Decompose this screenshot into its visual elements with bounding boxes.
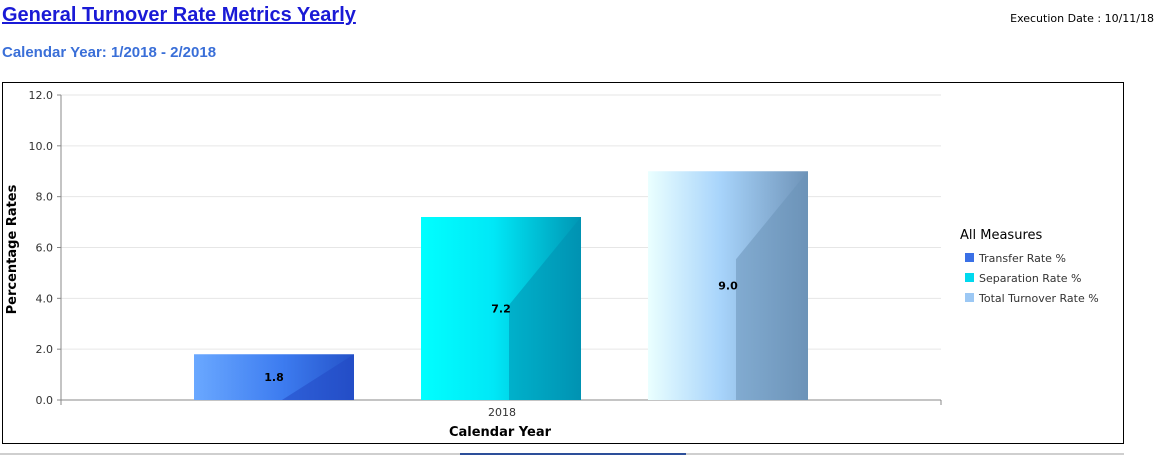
legend-item-label[interactable]: Separation Rate % <box>979 272 1081 285</box>
y-axis-title: Percentage Rates <box>5 184 20 314</box>
y-tick-label: 10.0 <box>29 140 54 153</box>
y-tick-label: 2.0 <box>36 343 54 356</box>
bottom-scroll-indicator[interactable] <box>460 453 686 455</box>
legend-item-label[interactable]: Transfer Rate % <box>978 252 1066 265</box>
x-tick-label: 2018 <box>488 406 516 419</box>
bar-facet <box>509 217 581 400</box>
y-tick-label: 12.0 <box>29 89 54 102</box>
y-tick-label: 0.0 <box>36 394 54 407</box>
turnover-bar-chart: 0.0 2.0 4.0 6.0 8.0 10.0 12.0 1.8 7.2 9.0 2018 Cale… <box>5 89 1099 440</box>
y-tick-label: 6.0 <box>36 242 54 255</box>
chart-container: 0.0 2.0 4.0 6.0 8.0 10.0 12.0 1.8 7.2 9.0 2018 Cale… <box>2 82 1124 444</box>
y-tick-label: 8.0 <box>36 191 54 204</box>
legend-swatch <box>965 253 974 262</box>
execution-date: Execution Date : 10/11/18 <box>1010 12 1154 25</box>
legend-swatch <box>965 273 974 282</box>
x-axis-title: Calendar Year <box>449 425 552 440</box>
legend-item-label[interactable]: Total Turnover Rate % <box>978 292 1099 305</box>
bar-facet <box>736 171 808 400</box>
legend-title: All Measures <box>960 228 1042 243</box>
calendar-year-subtitle: Calendar Year: 1/2018 - 2/2018 <box>2 44 217 61</box>
data-label: 9.0 <box>718 280 738 293</box>
data-label: 1.8 <box>264 371 284 384</box>
legend-swatch <box>965 293 974 302</box>
y-tick-label: 4.0 <box>36 292 54 305</box>
data-label: 7.2 <box>491 303 511 316</box>
report-title-link[interactable]: General Turnover Rate Metrics Yearly <box>2 4 356 26</box>
bar-facet <box>282 354 354 400</box>
